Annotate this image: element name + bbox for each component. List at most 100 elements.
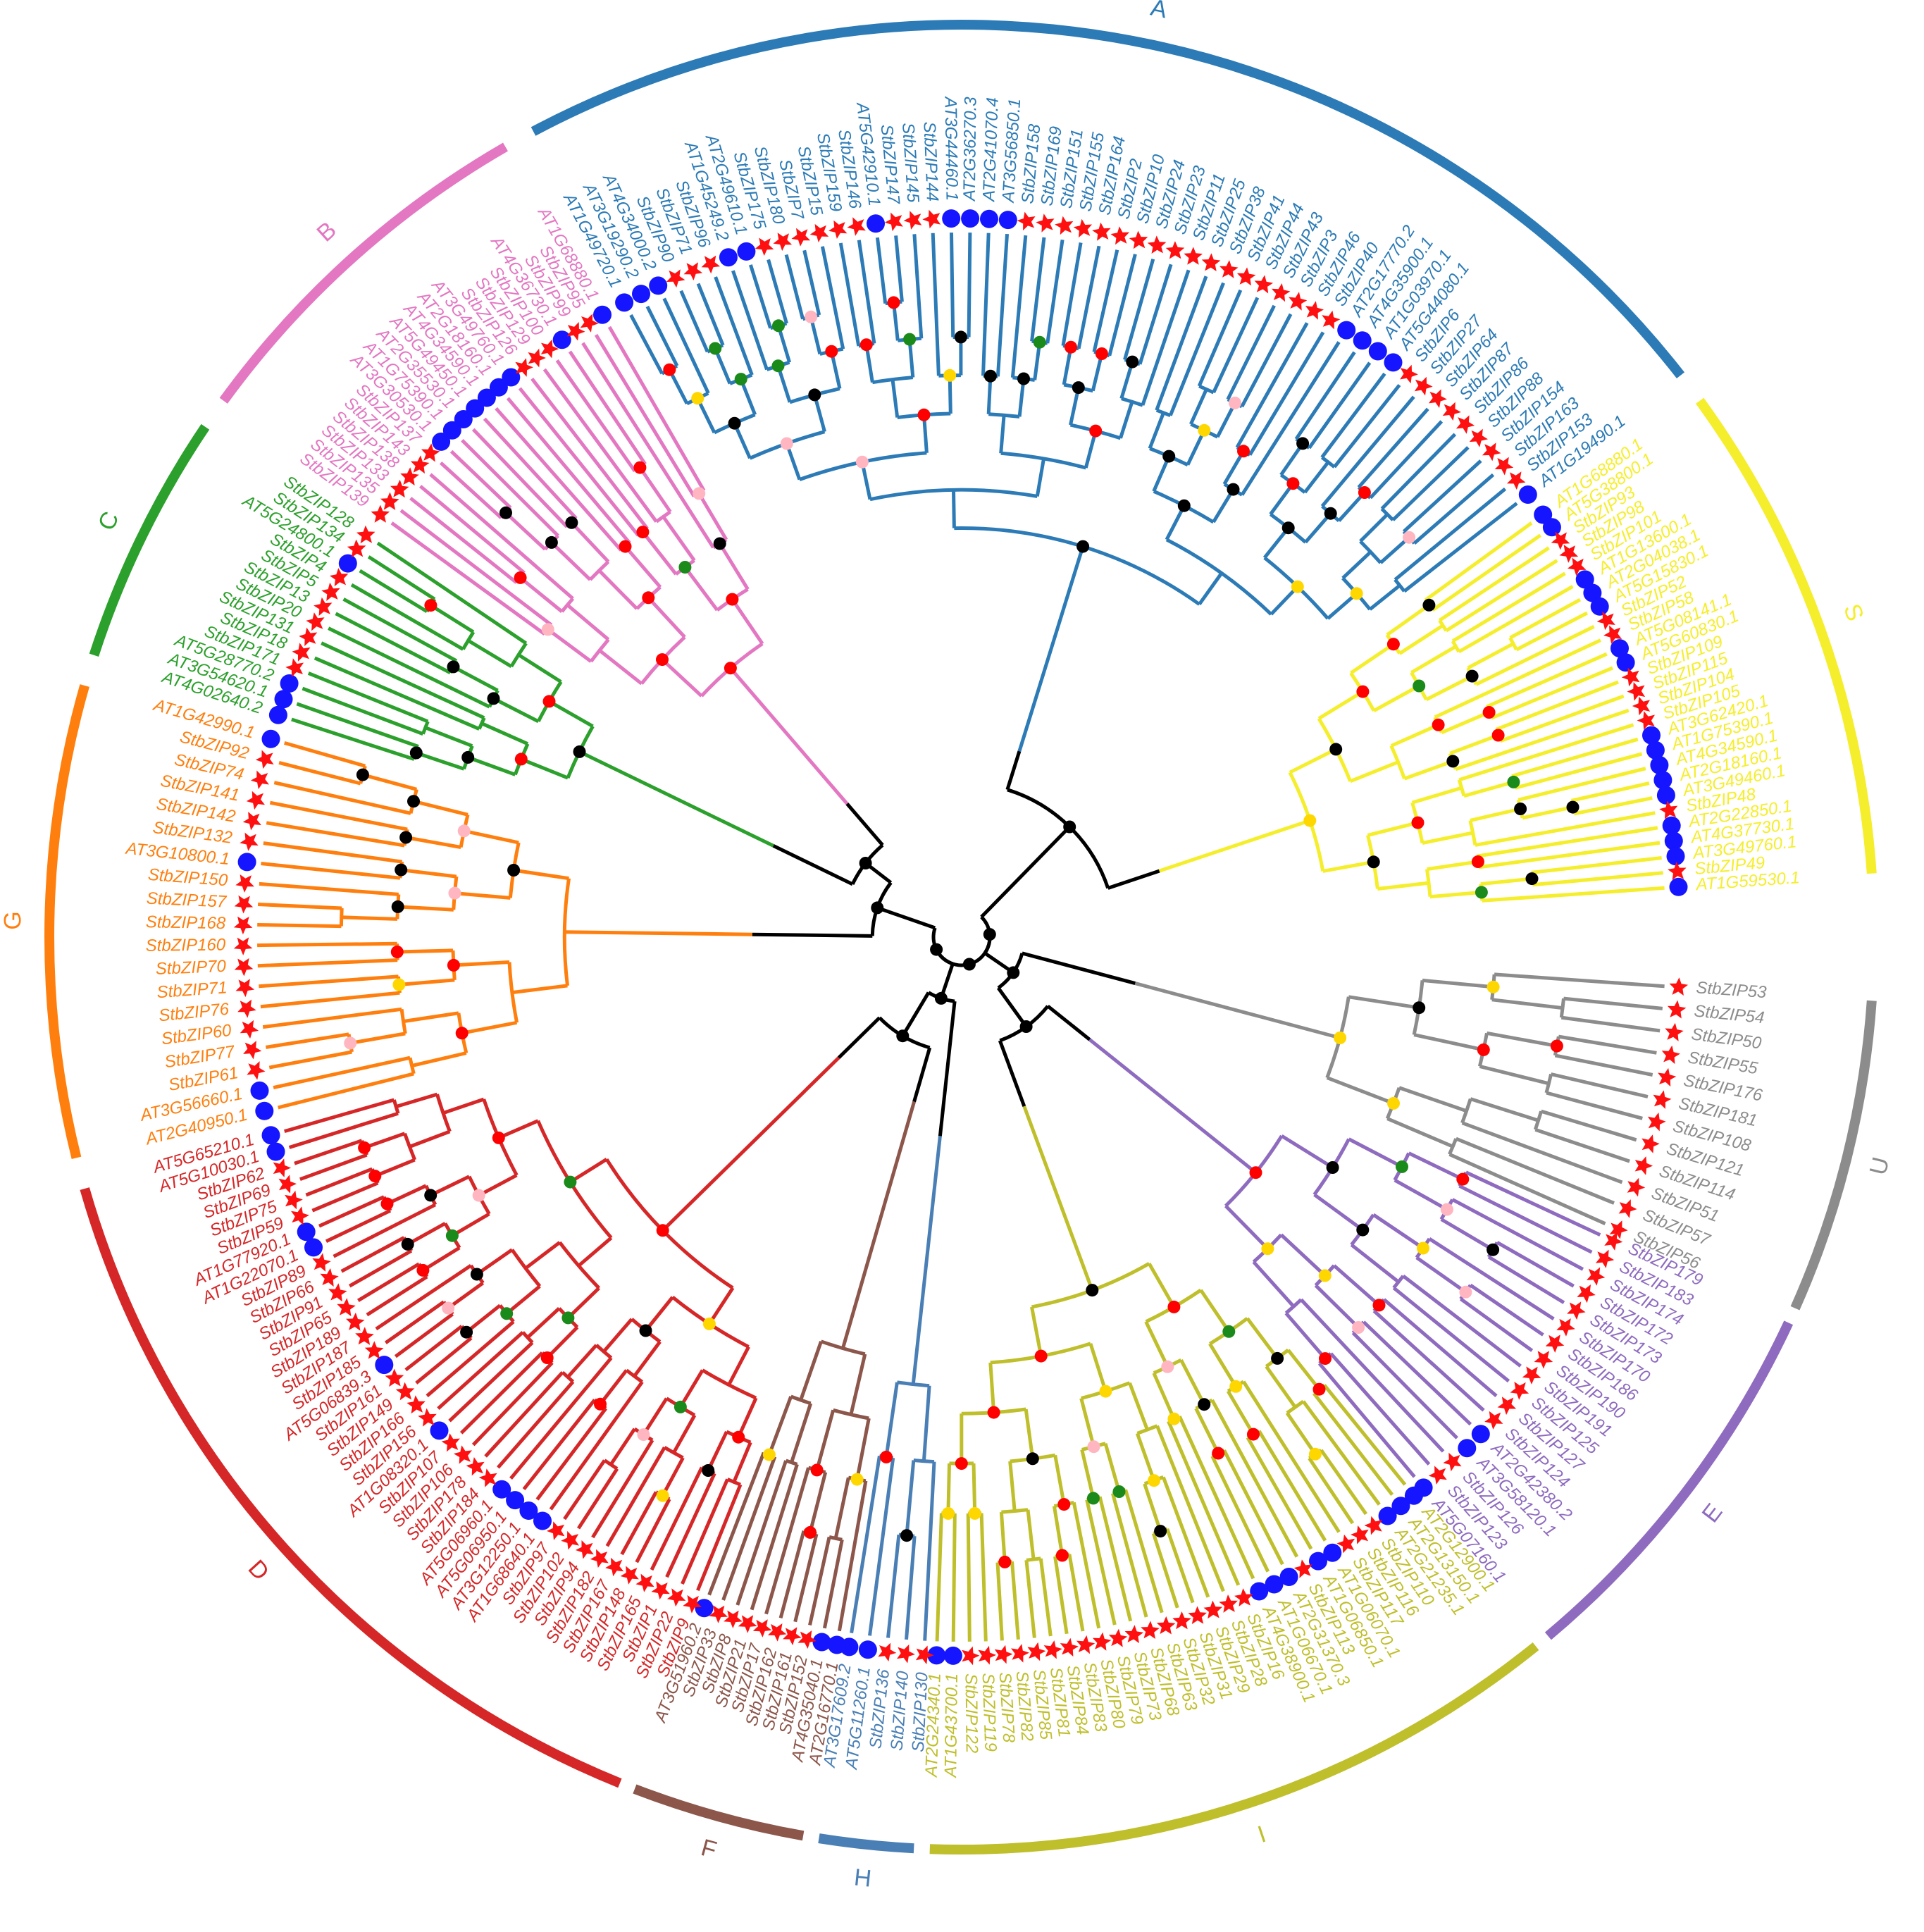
branch-line (1560, 1015, 1661, 1033)
branch-line (966, 1513, 972, 1642)
branch-line (318, 1195, 385, 1228)
bootstrap-dot (642, 591, 655, 605)
arabidopsis-marker (533, 1511, 552, 1530)
arabidopsis-marker (442, 421, 461, 440)
arabidopsis-marker (1309, 1552, 1327, 1571)
branch-line (1141, 269, 1191, 406)
bootstrap-dot (1057, 1498, 1071, 1511)
branch-line (1482, 886, 1665, 903)
bootstrap-dot (896, 1029, 910, 1043)
clade-stem (729, 667, 849, 805)
bootstrap-dot (780, 437, 793, 450)
branch-line (890, 379, 900, 418)
branch-line (650, 1466, 704, 1571)
potato-star-marker (809, 223, 829, 242)
potato-star-marker (1027, 1642, 1046, 1661)
branch-line (1235, 322, 1309, 449)
bootstrap-dot (1367, 855, 1380, 869)
branch-line (563, 1459, 607, 1521)
branch-line (1475, 624, 1595, 686)
branch-line (642, 1397, 669, 1436)
branch-line (1455, 708, 1630, 772)
potato-star-marker (1661, 1045, 1680, 1065)
branch-line (1026, 1509, 1036, 1560)
branch-line (288, 1111, 399, 1149)
bootstrap-dot (810, 1463, 824, 1477)
branch-line (461, 1020, 518, 1035)
branch-line (542, 368, 658, 523)
potato-star-marker (1172, 1611, 1191, 1630)
branch-line (1194, 1407, 1220, 1454)
bootstrap-dot (1237, 445, 1250, 458)
branch-line (524, 1241, 561, 1270)
branch-line (375, 1264, 472, 1331)
branch-line (605, 1447, 666, 1547)
potato-star-marker (1484, 1411, 1503, 1430)
branch-line (1313, 1193, 1364, 1232)
branch-line (837, 1480, 868, 1632)
bootstrap-dot (565, 516, 578, 529)
bootstrap-dot (1296, 437, 1310, 450)
branch-line (520, 757, 569, 780)
arabidopsis-marker (1610, 639, 1629, 658)
bootstrap-dot (1229, 1380, 1243, 1393)
branch-arc (1000, 451, 1086, 470)
branch-line (1155, 275, 1208, 411)
branch-line (662, 515, 696, 562)
branch-line (1279, 442, 1305, 476)
branch-line (447, 1281, 485, 1310)
bootstrap-dot (1076, 540, 1090, 553)
branch-line (399, 978, 455, 986)
branch-line (1317, 690, 1364, 720)
potato-star-marker (683, 1594, 702, 1614)
potato-star-marker (1017, 211, 1036, 231)
branch-line (394, 1313, 454, 1358)
backbone-line (980, 825, 1071, 919)
branch-arc (399, 1008, 407, 1034)
bootstrap-dot (380, 1197, 394, 1210)
branch-line (403, 1011, 459, 1024)
branch-line (511, 984, 568, 995)
branch-line (952, 490, 956, 528)
branch-line (1107, 254, 1137, 357)
branch-line (1554, 1053, 1653, 1077)
clade-arc-C (89, 423, 210, 657)
branch-line (497, 1119, 539, 1140)
branch-line (1208, 1342, 1238, 1388)
branch-line (1052, 1506, 1065, 1556)
arabidopsis-marker (519, 1501, 538, 1520)
branch-line (1030, 237, 1046, 342)
potato-star-marker (1667, 1000, 1687, 1019)
bootstrap-dot (1566, 800, 1579, 814)
bootstrap-dot (855, 455, 869, 469)
potato-star-marker (321, 582, 340, 601)
arabidopsis-marker (1458, 1439, 1477, 1458)
branch-line (1161, 1476, 1210, 1598)
branch-line (1534, 1127, 1630, 1163)
bootstrap-dot (407, 795, 420, 808)
branch-line (790, 1403, 813, 1463)
potato-star-marker (1494, 457, 1514, 476)
branch-line (1224, 1204, 1270, 1250)
branch-line (1252, 1261, 1296, 1308)
branch-line (912, 234, 924, 339)
branch-line (1461, 1121, 1623, 1184)
branch-arc (790, 1394, 812, 1406)
potato-star-marker (580, 314, 599, 333)
branch-line (820, 246, 845, 349)
bootstrap-dot (1487, 980, 1500, 993)
arabidopsis-marker (812, 1633, 831, 1652)
branch-line (1212, 297, 1260, 394)
branch-line (951, 1513, 957, 1642)
branch-line (1284, 1312, 1327, 1360)
branch-line (260, 991, 400, 1009)
clade-label-F: F (698, 1834, 719, 1864)
potato-star-marker (346, 1312, 365, 1331)
branch-arc (339, 908, 344, 927)
branch-line (1448, 1153, 1606, 1225)
branch-line (404, 1325, 464, 1372)
clade-label-G: G (0, 911, 26, 930)
bootstrap-dot (954, 330, 967, 344)
bootstrap-dot (880, 1450, 893, 1463)
backbone-line (1005, 750, 1022, 791)
